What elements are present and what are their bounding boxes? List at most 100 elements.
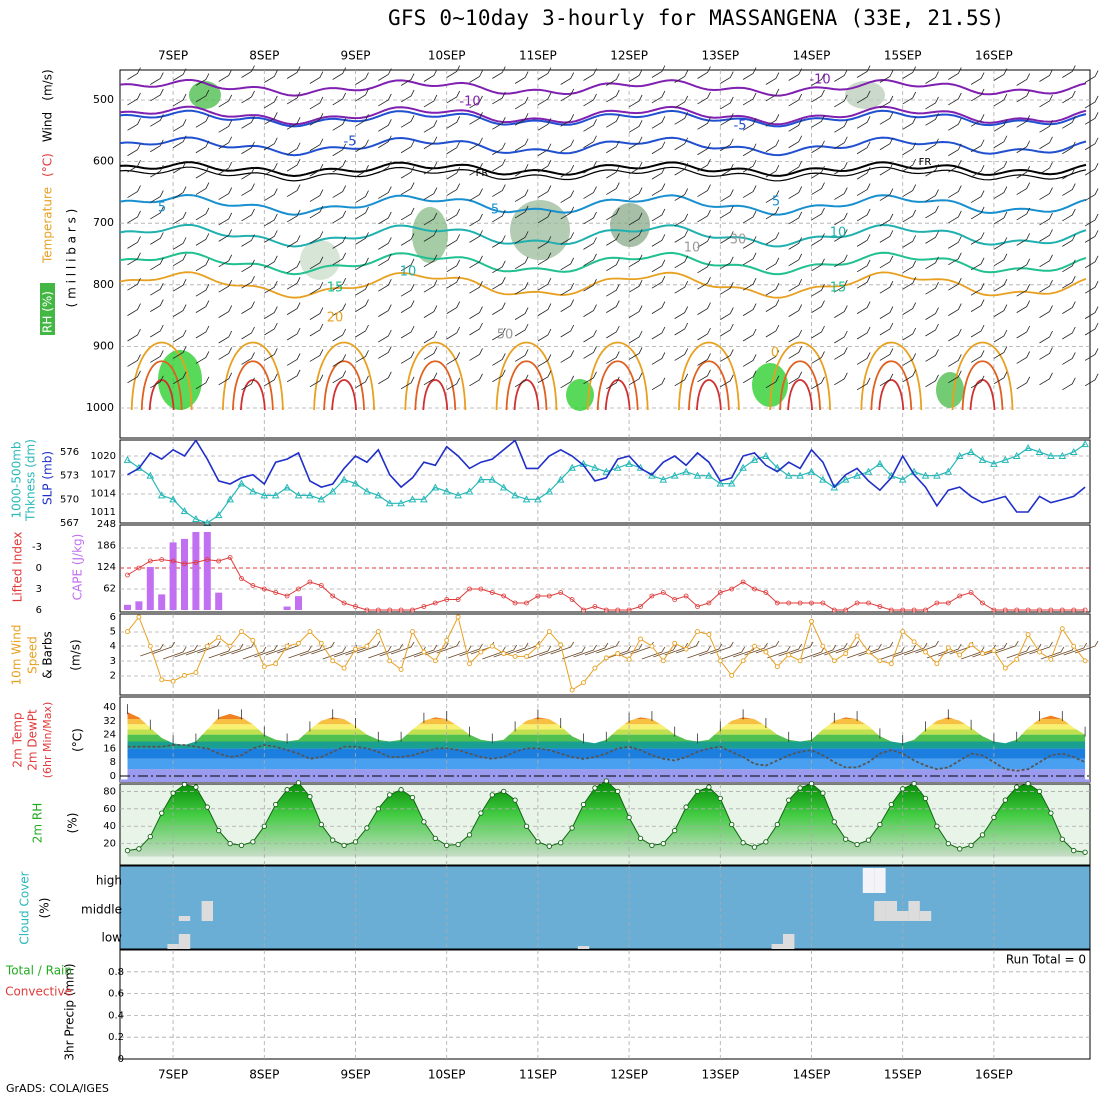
- thickness-point: [385, 499, 394, 507]
- wind-barb: [423, 347, 438, 360]
- slp-thickness-frame: [119, 439, 1091, 524]
- slp-axis-label: SLP (mb): [41, 451, 55, 505]
- wind-barb: [606, 182, 620, 195]
- wind-barb: [651, 90, 666, 104]
- wind-speed-point: [1025, 632, 1031, 637]
- surface-wind-barb: [436, 640, 461, 654]
- wind-barb: [264, 162, 278, 176]
- thickness-line: [127, 443, 1086, 524]
- lifted-index-point: [786, 600, 792, 606]
- wind-barb: [902, 142, 917, 156]
- rh-contour-blob: [300, 240, 340, 280]
- wind-barb: [970, 324, 985, 338]
- thickness-point: [762, 451, 770, 459]
- wind-barb: [355, 206, 369, 220]
- lifted-index-point: [752, 586, 757, 592]
- wind-barb: [834, 94, 848, 108]
- rh-point: [637, 835, 644, 842]
- wind-barb: [788, 119, 803, 132]
- wind-barb: [378, 279, 392, 292]
- wind-barb: [560, 164, 575, 178]
- surface-wind-barb: [812, 644, 837, 658]
- contour-label: FR: [476, 168, 489, 179]
- wind-barb: [127, 185, 141, 198]
- top-date-label: 16SEP: [975, 49, 1013, 63]
- wind-barb: [514, 138, 529, 152]
- slp-tick-label: 1020: [91, 451, 116, 462]
- lifted-index-point: [398, 607, 404, 613]
- wind-barb: [355, 324, 369, 338]
- wind-barb: [674, 255, 689, 269]
- lifted-index-point: [364, 607, 370, 613]
- wind-barb: [606, 233, 620, 246]
- wind-barb: [218, 212, 233, 226]
- wind-speed-point: [524, 653, 529, 659]
- rh-point: [808, 780, 815, 787]
- surface-wind-barb: [858, 643, 882, 657]
- wind-barb: [127, 118, 141, 131]
- wind-barb: [697, 117, 711, 130]
- rh-tick-label: 20: [103, 839, 116, 850]
- wind-barb: [309, 256, 324, 270]
- surface-wind-barb: [504, 642, 529, 656]
- lifted-index-point: [284, 593, 290, 599]
- wind-speed-point: [934, 661, 940, 667]
- rh-point: [489, 792, 495, 798]
- surface-wind-barb: [140, 643, 164, 657]
- wind-barb: [195, 351, 210, 364]
- rh-point: [1036, 788, 1043, 795]
- thickness-point: [477, 475, 485, 483]
- wind-barb: [811, 115, 825, 128]
- wind-barb: [264, 230, 278, 243]
- wind-speed-point: [250, 637, 256, 643]
- rh-point: [466, 832, 473, 838]
- temperature-axis-label: Temperature: [41, 187, 55, 264]
- lifted-index-point: [695, 604, 700, 609]
- wind-speed-point: [284, 643, 290, 649]
- wind-barb: [1062, 116, 1076, 129]
- wind-barb: [378, 135, 392, 149]
- wind-barb: [172, 68, 187, 81]
- wind-barb: [400, 182, 415, 195]
- wind-barb: [1016, 115, 1031, 128]
- cape-bar: [215, 592, 223, 610]
- surface-wind-barb: [1074, 640, 1099, 654]
- wind-tick-label: 2: [110, 670, 116, 681]
- wind-barb: [742, 236, 757, 249]
- wind-speed-point: [1082, 658, 1088, 664]
- slp-tick-label: 1011: [91, 507, 116, 518]
- wind-barb: [834, 254, 848, 268]
- wind-barb: [1039, 280, 1053, 293]
- temp-tick-label: 16: [103, 743, 116, 754]
- rh-point: [979, 832, 986, 838]
- thickness-point: [1058, 451, 1067, 459]
- wind-barb: [948, 354, 962, 367]
- rh-point: [786, 797, 792, 803]
- wind-barb: [492, 66, 506, 79]
- wind-barb: [514, 163, 529, 177]
- rh-point: [660, 840, 666, 847]
- wind-speed-point: [740, 658, 746, 664]
- lifted-index-point: [501, 593, 507, 599]
- wind-barb: [400, 233, 415, 246]
- temp-color-band: [127, 758, 1086, 770]
- temp-contour-30: [232, 360, 274, 411]
- wind-barb: [127, 252, 141, 266]
- surface-wind-barb: [983, 642, 1008, 656]
- wind-barb: [720, 231, 734, 244]
- wind-barb: [606, 115, 620, 128]
- thickness-point: [294, 491, 303, 499]
- bottom-date-label: 14SEP: [793, 1068, 831, 1082]
- thickness-point: [568, 463, 576, 471]
- wind-barb: [127, 236, 141, 249]
- cape-tick-label: 186: [97, 541, 116, 552]
- wind-barb: [651, 352, 666, 365]
- wind-barb: [697, 369, 711, 383]
- wind-barb: [195, 300, 210, 313]
- wind-barb: [651, 141, 666, 155]
- lifted-index-point: [216, 558, 222, 564]
- chart-title: GFS 0~10day 3-hourly for MASSANGENA (33E…: [388, 6, 1005, 30]
- thickness-point: [670, 471, 679, 479]
- rh-point: [204, 804, 210, 810]
